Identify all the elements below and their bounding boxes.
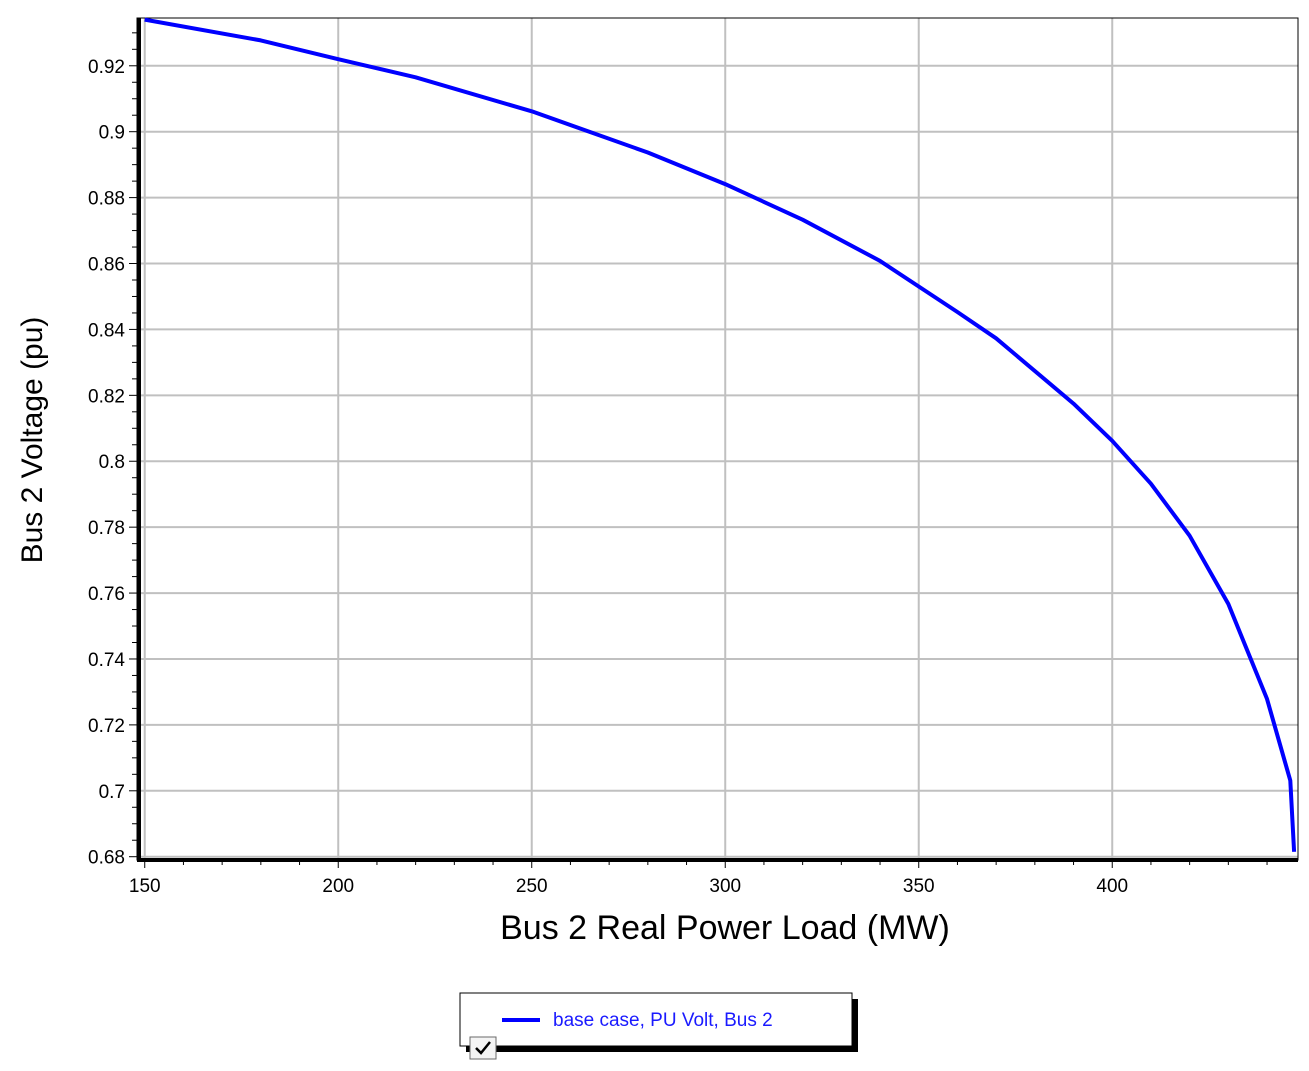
x-tick-label: 300 [709,876,741,897]
y-tick-label: 0.7 [99,782,125,803]
legend-label: base case, PU Volt, Bus 2 [553,1010,773,1031]
check-icon [475,1041,491,1055]
y-tick-label: 0.68 [88,848,125,869]
y-tick-label: 0.8 [99,452,125,473]
series-layer [144,17,1297,852]
x-tick-label: 250 [516,876,548,897]
x-tick-labels: 150 200 250 300 350 400 [129,876,1128,897]
series-line [144,17,1297,852]
x-tick-label: 400 [1096,876,1128,897]
y-axis-title: Bus 2 Voltage (pu) [16,317,49,564]
grid [137,18,1298,860]
y-tick-label: 0.86 [88,255,125,276]
legend: base case, PU Volt, Bus 2 [459,992,858,1060]
x-tick-label: 350 [903,876,935,897]
legend-checkbox[interactable] [469,1036,497,1060]
y-tick-label: 0.88 [88,189,125,210]
y-tick-label: 0.9 [99,123,125,144]
y-tick-label: 0.82 [88,386,125,407]
y-tick-label: 0.84 [88,320,125,341]
y-tick-label: 0.72 [88,716,125,737]
y-tick-label: 0.78 [88,518,125,539]
x-tick-label: 150 [129,876,161,897]
y-tick-label: 0.92 [88,57,125,78]
y-tick-label: 0.76 [88,584,125,605]
x-axis-title: Bus 2 Real Power Load (MW) [500,909,950,947]
y-tick-labels: 0.68 0.7 0.72 0.74 0.76 0.78 0.8 0.82 0.84 0.86 0.… [88,57,125,869]
minor-ticks [129,32,1268,868]
y-tick-label: 0.74 [88,650,125,671]
x-tick-label: 200 [322,876,354,897]
plot-frame [136,17,1299,861]
